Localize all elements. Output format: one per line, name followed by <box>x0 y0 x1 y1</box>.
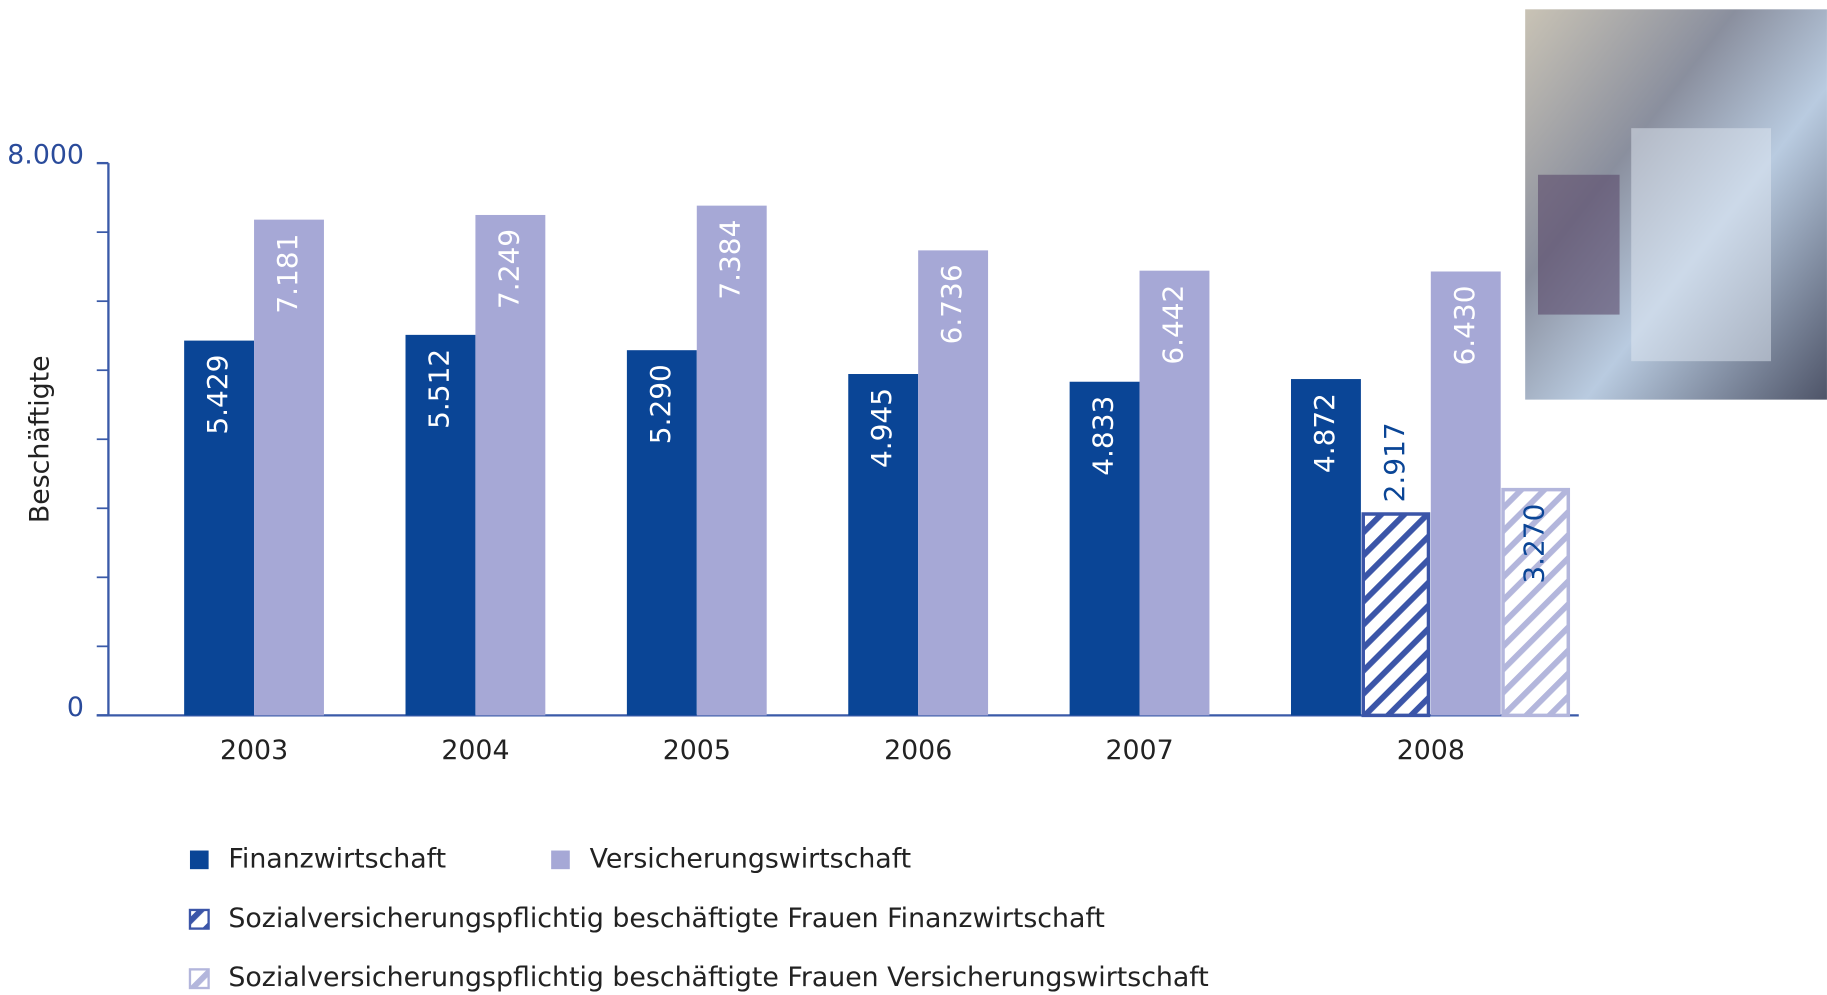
bar <box>1290 379 1361 716</box>
legend-swatch <box>188 908 210 930</box>
x-tick-label: 2006 <box>884 735 952 766</box>
x-tick-label: 2004 <box>441 735 509 766</box>
bar <box>184 340 255 716</box>
value-label: 3.270 <box>1518 504 1551 584</box>
bar <box>1430 271 1501 716</box>
y-axis-label: Beschäftigte <box>24 355 55 523</box>
legend-swatch <box>189 850 209 870</box>
value-label: 6.430 <box>1448 285 1481 365</box>
bar <box>626 350 697 716</box>
legend-label: Versicherungswirtschaft <box>590 843 912 874</box>
bar <box>918 250 989 716</box>
value-label: 7.181 <box>271 234 304 314</box>
value-label: 5.429 <box>201 355 234 435</box>
y-tick-label: 0 <box>67 692 84 723</box>
bar <box>1139 270 1210 716</box>
value-label: 4.945 <box>865 388 898 468</box>
value-label: 4.872 <box>1308 393 1341 473</box>
legend-label: Sozialversicherungspflichtig beschäftigt… <box>228 962 1208 993</box>
bar <box>475 214 546 716</box>
x-tick-label: 2007 <box>1105 735 1173 766</box>
value-label: 7.249 <box>492 229 525 309</box>
bar <box>254 219 324 716</box>
value-label: 6.736 <box>935 264 968 344</box>
legend-swatch <box>551 850 570 870</box>
y-tick-label: 8.000 <box>7 140 84 171</box>
bar <box>1069 381 1140 716</box>
photo-figure <box>1537 174 1620 315</box>
value-label: 5.290 <box>644 364 677 444</box>
value-label: 6.442 <box>1156 285 1189 365</box>
bar <box>696 205 767 716</box>
value-label: 5.512 <box>422 349 455 429</box>
value-label: 2.917 <box>1378 422 1411 502</box>
photo-figure <box>1631 128 1772 362</box>
legend-label: Sozialversicherungspflichtig beschäftigt… <box>228 903 1104 934</box>
x-tick-label: 2008 <box>1397 735 1465 766</box>
bar <box>1361 512 1431 718</box>
value-label: 7.384 <box>714 220 747 300</box>
x-tick-label: 2003 <box>220 735 288 766</box>
bar <box>405 334 476 716</box>
bar <box>848 374 919 716</box>
value-label: 4.833 <box>1087 396 1120 476</box>
x-tick-label: 2005 <box>663 735 731 766</box>
bar <box>1501 487 1571 718</box>
legend-label: Finanzwirtschaft <box>228 843 446 874</box>
legend-swatch <box>188 968 210 990</box>
